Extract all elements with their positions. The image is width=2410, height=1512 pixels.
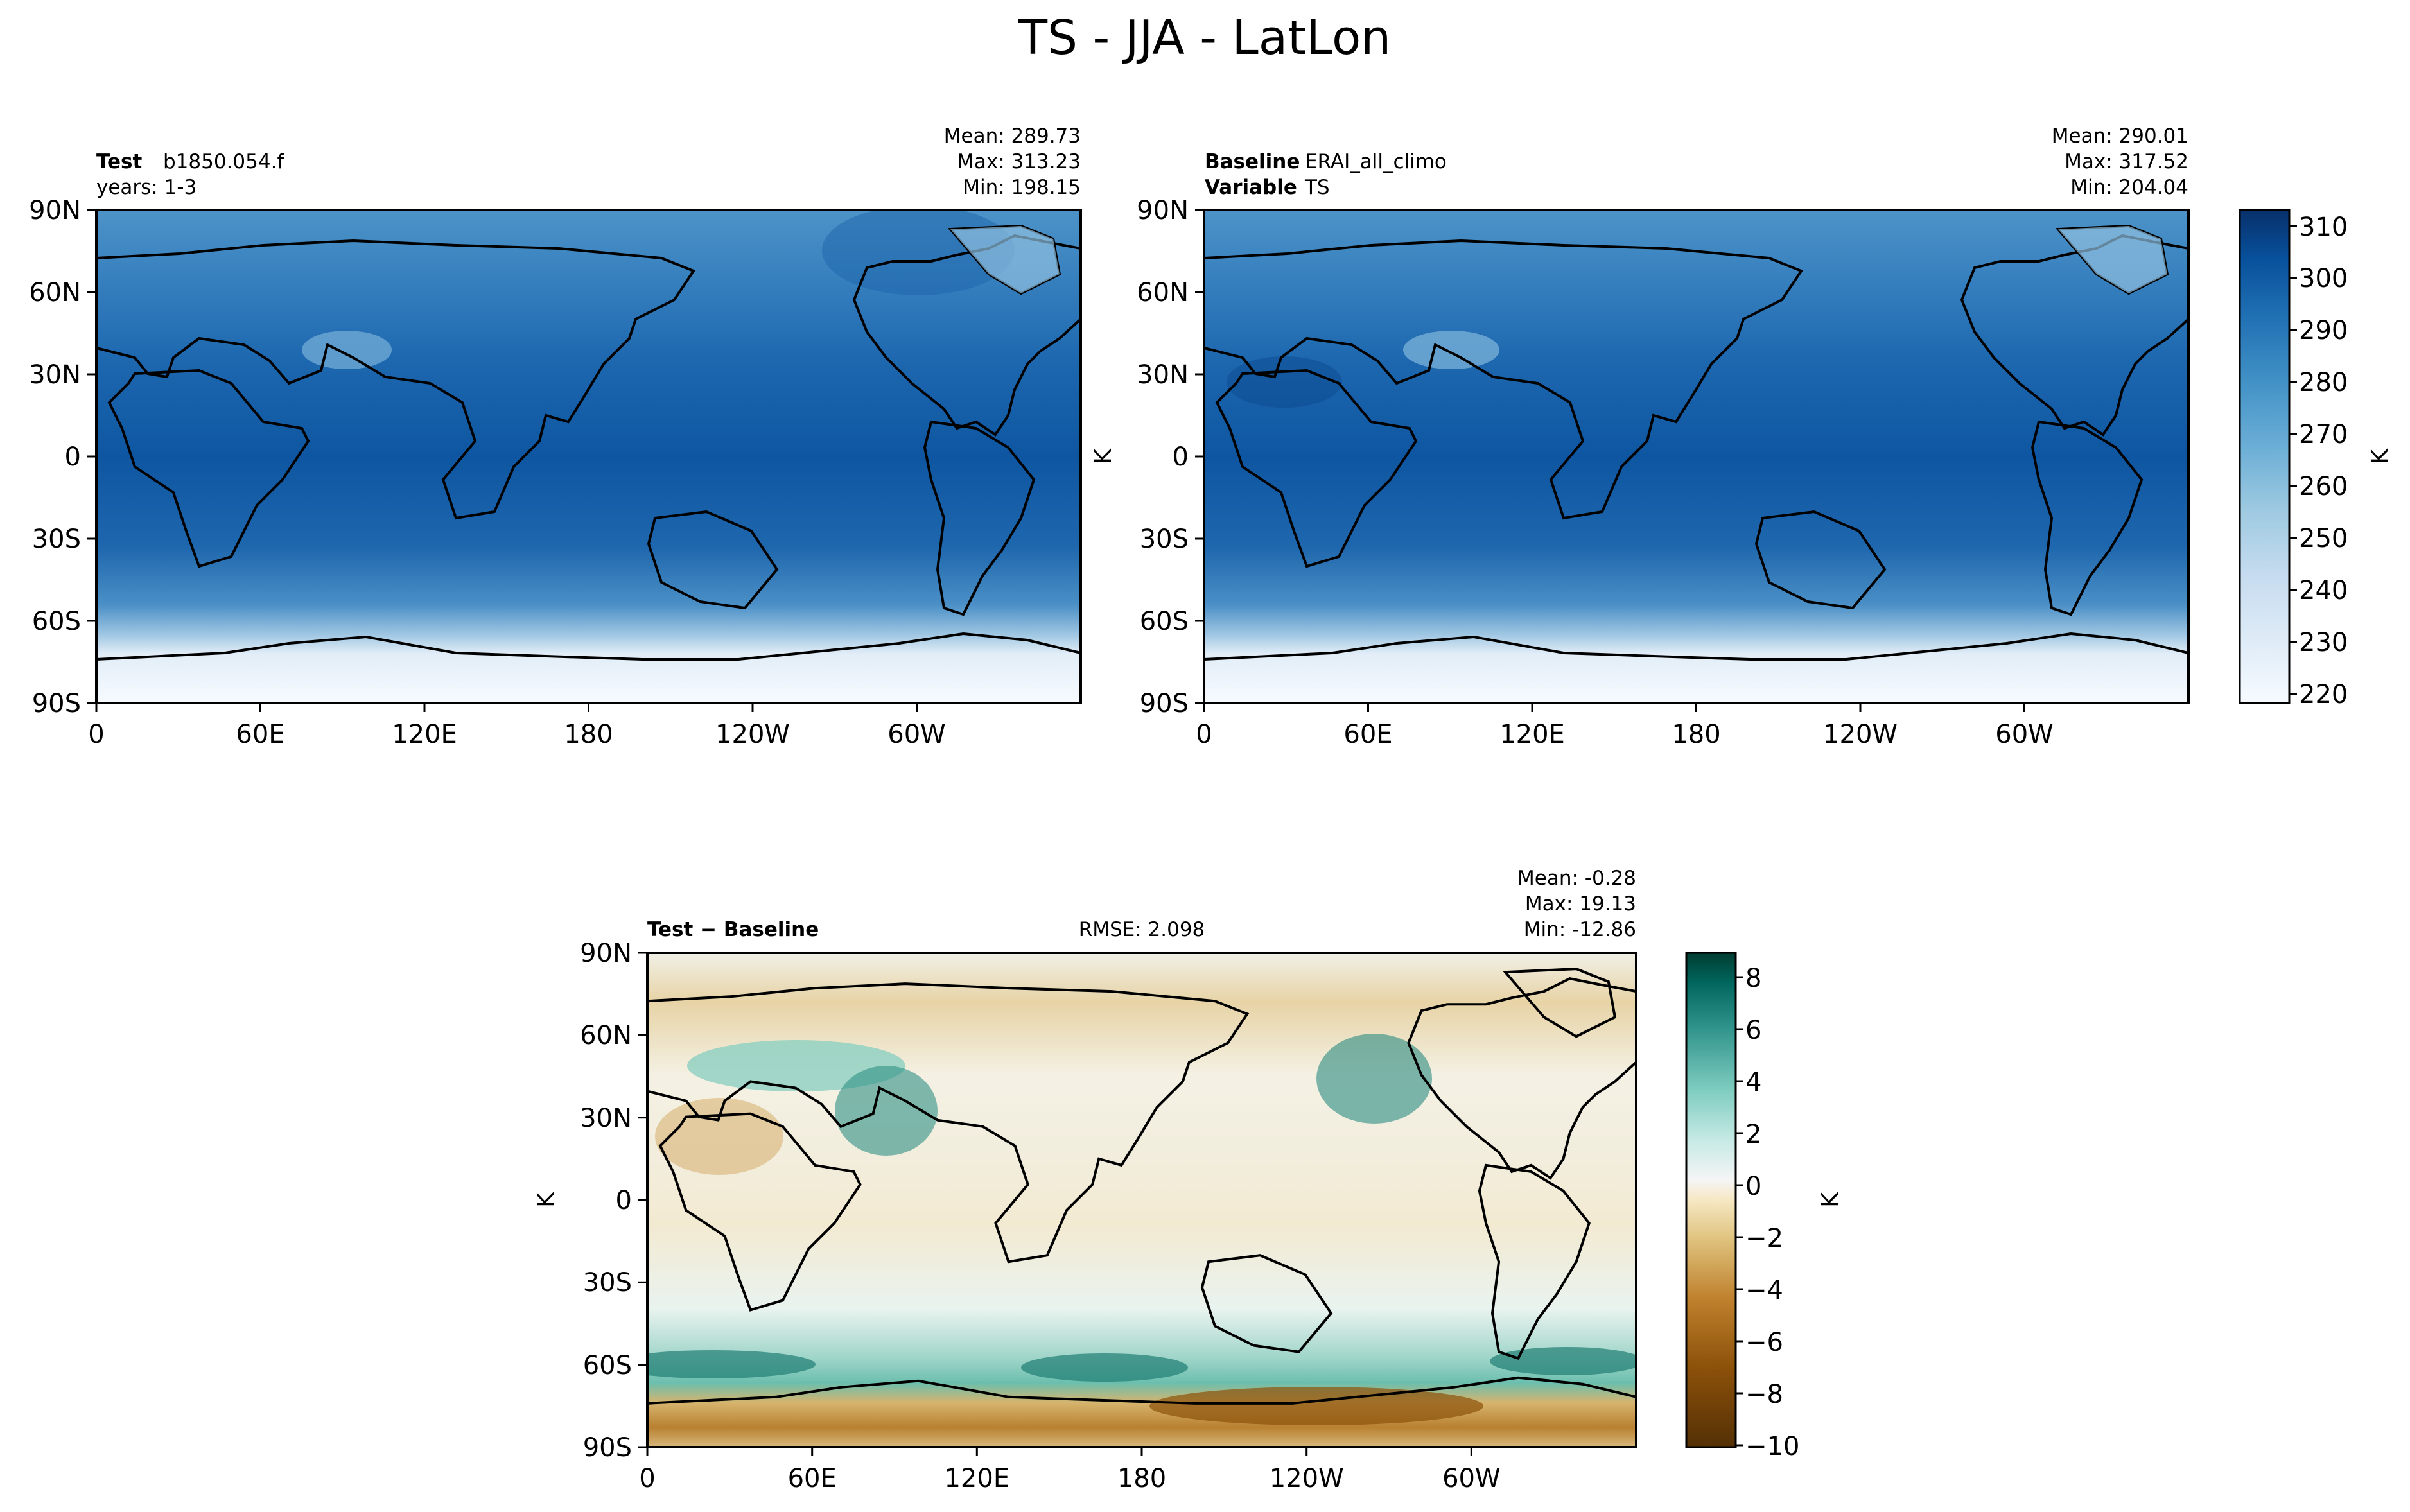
- test-y-tick-3: 0: [65, 442, 81, 472]
- baseline-y-tick-4: 30S: [1140, 525, 1189, 554]
- baseline-y-tick-3: 0: [1173, 442, 1189, 472]
- difference-x-tick-1: 60E: [788, 1464, 837, 1493]
- test-map-field: [96, 210, 1081, 703]
- difference-panel: Test − Baseline RMSE: 2.098 Mean: -0.28 …: [533, 867, 1844, 1493]
- test-y-tick-0: 90N: [29, 196, 81, 225]
- difference-x-tick-4: 120W: [1270, 1464, 1344, 1493]
- difference-stat-min: Min: -12.86: [1524, 918, 1636, 941]
- difference-colorbar-tick-2: 2: [1745, 1120, 1761, 1149]
- difference-map-field: [647, 953, 1636, 1447]
- difference-x-tick-5: 60W: [1442, 1464, 1500, 1493]
- difference-colorbar-tick-neg2: −2: [1745, 1224, 1783, 1253]
- difference-y-label: K: [533, 1192, 559, 1208]
- test-x-tick-1: 60E: [236, 720, 284, 749]
- difference-x-tick-0: 0: [639, 1464, 655, 1493]
- baseline-colorbar-tick-270: 270: [2299, 420, 2348, 449]
- baseline-x-tick-4: 120W: [1823, 720, 1898, 749]
- test-x-tick-0: 0: [88, 720, 104, 749]
- baseline-y-tick-1: 60N: [1137, 278, 1189, 308]
- difference-colorbar-tick-8: 8: [1745, 964, 1761, 993]
- difference-y-tick-6: 90S: [583, 1433, 632, 1463]
- test-x-tick-5: 60W: [887, 720, 945, 749]
- baseline-header-value: ERAI_all_climo: [1305, 150, 1447, 173]
- baseline-colorbar-tick-230: 230: [2299, 628, 2348, 657]
- test-y-tick-6: 90S: [32, 689, 81, 718]
- difference-y-tick-4: 30S: [583, 1268, 632, 1298]
- test-y-tick-4: 30S: [32, 525, 81, 554]
- difference-colorbar-tick-neg6: −6: [1745, 1328, 1783, 1357]
- test-stat-mean: Mean: 289.73: [944, 125, 1081, 148]
- test-x-tick-2: 120E: [392, 720, 457, 749]
- baseline-colorbar-tick-240: 240: [2299, 576, 2348, 605]
- difference-colorbar-tick-0: 0: [1745, 1172, 1761, 1201]
- baseline-x-tick-3: 180: [1672, 720, 1720, 749]
- difference-x-tick-3: 180: [1117, 1464, 1166, 1493]
- difference-y-tick-0: 90N: [580, 939, 632, 968]
- difference-colorbar-label: K: [1817, 1192, 1844, 1208]
- difference-y-tick-1: 60N: [580, 1021, 632, 1050]
- difference-colorbar-tick-neg10: −10: [1745, 1432, 1799, 1461]
- baseline-y-axis: 90N 60N 30N 0 30S 60S 90S K: [1090, 196, 1204, 718]
- baseline-y-label: K: [1090, 448, 1117, 464]
- difference-stat-max: Max: 19.13: [1525, 892, 1636, 916]
- difference-colorbar-tick-neg8: −8: [1745, 1380, 1783, 1409]
- difference-x-tick-2: 120E: [944, 1464, 1009, 1493]
- test-panel: Test b1850.054.f years: 1-3 Mean: 289.73…: [29, 125, 1082, 749]
- baseline-stat-mean: Mean: 290.01: [2052, 125, 2188, 148]
- baseline-header-variable-label: Variable: [1205, 176, 1297, 199]
- difference-colorbar-tick-4: 4: [1745, 1068, 1761, 1097]
- difference-colorbar-tick-6: 6: [1745, 1016, 1761, 1045]
- baseline-colorbar-tick-290: 290: [2299, 316, 2348, 345]
- baseline-y-tick-0: 90N: [1137, 196, 1189, 225]
- baseline-header-variable-value: TS: [1304, 176, 1330, 199]
- baseline-colorbar-tick-250: 250: [2299, 524, 2348, 553]
- test-stat-min: Min: 198.15: [963, 176, 1081, 199]
- figure-title: TS - JJA - LatLon: [1018, 10, 1391, 65]
- difference-colorbar-scale: [1685, 952, 1737, 1448]
- test-y-tick-2: 30N: [29, 360, 81, 390]
- difference-y-tick-3: 0: [616, 1186, 632, 1215]
- baseline-x-tick-5: 60W: [1995, 720, 2053, 749]
- baseline-map-field: [1204, 210, 2188, 703]
- baseline-y-tick-2: 30N: [1137, 360, 1189, 390]
- baseline-y-tick-6: 90S: [1140, 689, 1189, 718]
- baseline-y-tick-5: 60S: [1140, 607, 1189, 636]
- baseline-x-tick-2: 120E: [1499, 720, 1565, 749]
- difference-x-axis: 0 60E 120E 180 120W 60W: [639, 1447, 1501, 1493]
- baseline-colorbar-tick-280: 280: [2299, 368, 2348, 397]
- test-x-tick-4: 120W: [715, 720, 790, 749]
- baseline-colorbar-scale: [2239, 209, 2291, 704]
- difference-y-tick-2: 30N: [580, 1104, 632, 1133]
- baseline-stat-max: Max: 317.52: [2065, 150, 2188, 173]
- baseline-x-tick-1: 60E: [1343, 720, 1392, 749]
- baseline-colorbar-label: K: [2367, 448, 2393, 464]
- difference-rmse: RMSE: 2.098: [1079, 918, 1205, 941]
- baseline-x-tick-0: 0: [1196, 720, 1212, 749]
- difference-stat-mean: Mean: -0.28: [1517, 867, 1636, 890]
- baseline-colorbar-tick-260: 260: [2299, 472, 2348, 501]
- test-header-value: b1850.054.f: [163, 150, 284, 173]
- test-y-axis: 90N 60N 30N 0 30S 60S 90S: [29, 196, 96, 718]
- difference-y-axis: 90N 60N 30N 0 30S 60S 90S K: [533, 939, 647, 1463]
- baseline-colorbar: 310 300 290 280 270 260 250 240 230 220 …: [2239, 209, 2393, 709]
- test-x-axis: 0 60E 120E 180 120W 60W: [88, 703, 946, 749]
- baseline-header-label: Baseline: [1205, 150, 1300, 173]
- baseline-stat-min: Min: 204.04: [2070, 176, 2188, 199]
- difference-colorbar-tick-neg4: −4: [1745, 1276, 1783, 1305]
- baseline-colorbar-tick-310: 310: [2299, 213, 2348, 242]
- difference-header-label: Test − Baseline: [647, 918, 819, 941]
- baseline-colorbar-tick-220: 220: [2299, 680, 2348, 709]
- test-stat-max: Max: 313.23: [957, 150, 1081, 173]
- test-header-label: Test: [96, 150, 143, 173]
- test-y-tick-1: 60N: [29, 278, 81, 308]
- baseline-x-axis: 0 60E 120E 180 120W 60W: [1196, 703, 2054, 749]
- test-x-tick-3: 180: [564, 720, 613, 749]
- test-y-tick-5: 60S: [32, 607, 81, 636]
- difference-y-tick-5: 60S: [583, 1351, 632, 1380]
- baseline-colorbar-tick-300: 300: [2299, 264, 2348, 293]
- baseline-panel: Baseline ERAI_all_climo Variable TS Mean…: [1090, 125, 2393, 749]
- difference-colorbar: 8 6 4 2 0 −2 −4 −6 −8 −10 K: [1685, 952, 1844, 1461]
- test-header-years: years: 1-3: [96, 176, 196, 199]
